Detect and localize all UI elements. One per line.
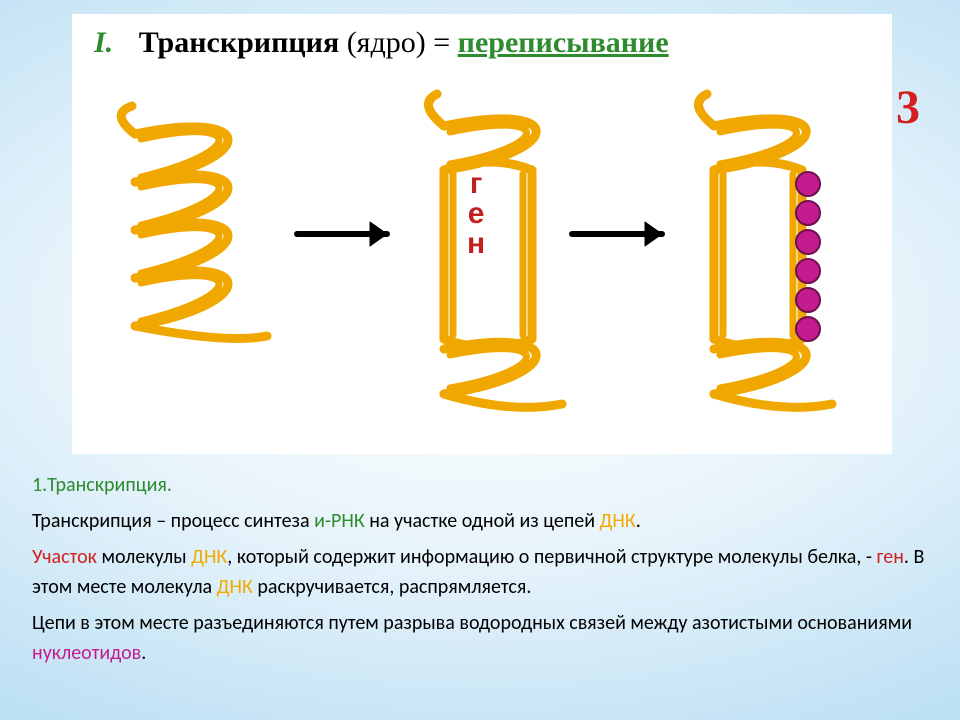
title-roman: I. [94,26,113,59]
text-p3: Цепи в этом месте разъединяются путем ра… [32,608,928,668]
gene-label: г е н [467,169,485,259]
text-p2: Участок молекулы ДНК, который содержит и… [32,542,928,602]
slide-number: 3 [896,80,920,135]
title-main: Транскрипция [139,26,340,59]
title-eq: = [433,26,450,59]
title-under: переписывание [458,26,669,59]
title-paren: (ядро) [347,26,426,59]
figure-title: I. Транскрипция (ядро) = переписывание [94,26,669,60]
text-heading: 1.Транскрипция. [32,470,928,500]
transcription-diagram [72,74,892,454]
body-text: 1.Транскрипция. Транскрипция – процесс с… [32,470,928,674]
figure-panel: I. Транскрипция (ядро) = переписывание г… [72,14,892,454]
text-p1: Транскрипция – процесс синтеза и-РНК на … [32,506,928,536]
